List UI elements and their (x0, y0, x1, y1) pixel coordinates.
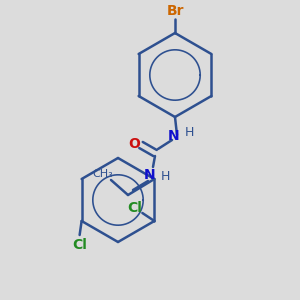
Text: Cl: Cl (72, 238, 87, 252)
Text: CH₃: CH₃ (93, 169, 113, 179)
Text: H: H (184, 127, 194, 140)
Text: N: N (144, 168, 156, 182)
Text: H: H (160, 170, 170, 184)
Text: O: O (128, 137, 140, 151)
Text: Br: Br (166, 4, 184, 18)
Text: Cl: Cl (127, 201, 142, 215)
Text: N: N (168, 129, 180, 143)
